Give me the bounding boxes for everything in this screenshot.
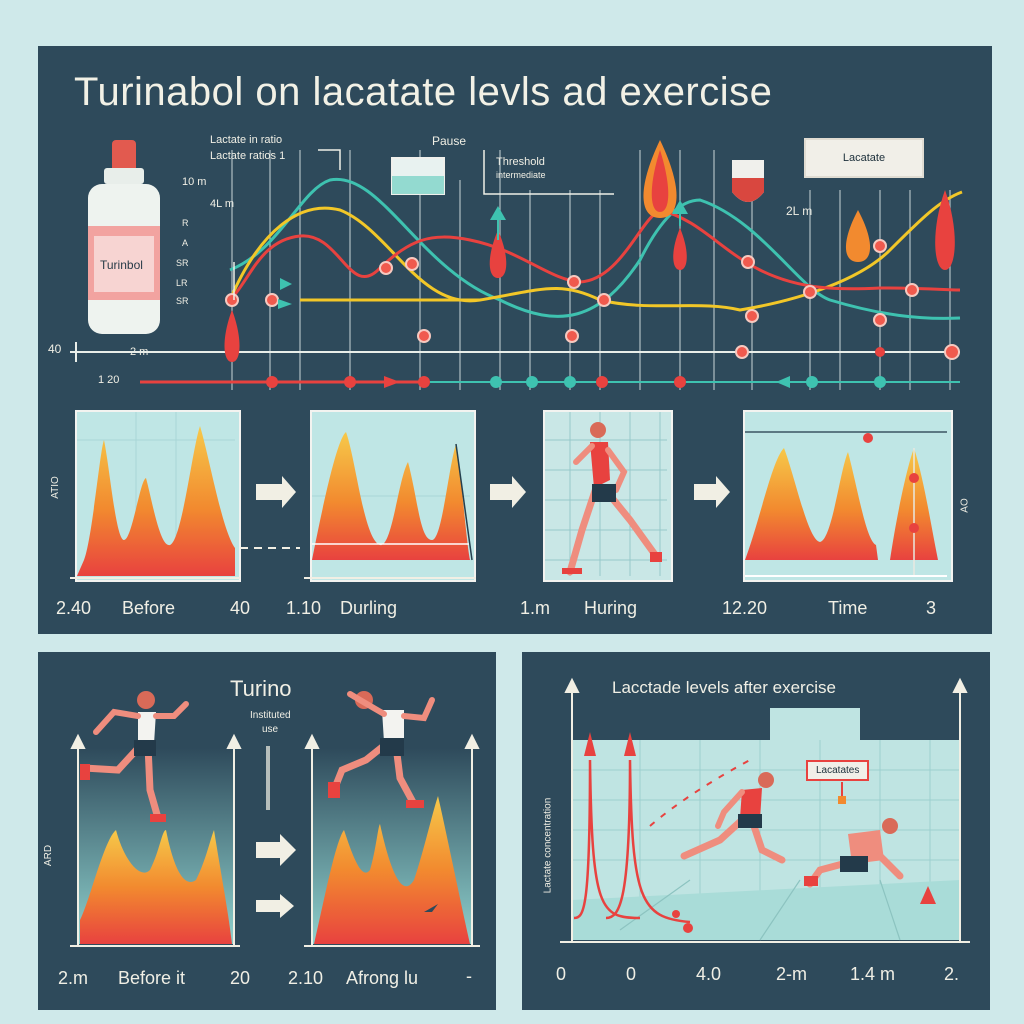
axis-label-6: 2L m [786,204,813,218]
resting-athlete-icon [804,818,904,888]
runner-icon-left [80,691,189,822]
right-xtick-1: 0 [556,964,567,984]
left-bottom-left: 2.m [58,968,89,988]
step-charts [70,412,947,579]
step-huring-label: Huring [584,598,638,618]
left-bottom-label-1: Before it [118,968,186,988]
left-bottom-label-2: Afrong lu [346,968,419,988]
step-time-left: 12.20 [722,598,768,618]
left-panel-title: Turino [230,676,292,701]
step-time-right: 3 [926,598,937,618]
right-xtick-2: 0 [626,964,637,984]
tick-mark-5: SR [176,296,189,306]
tick-mark-3: SR [176,258,189,268]
left-bottom-mid: 20 [230,968,251,988]
lactate-tag: Lacatate [804,138,924,178]
axis-label-2: 4L m [210,198,235,210]
turinabol-bottle [88,140,160,334]
tick-mark-1: R [182,218,189,228]
note-threshold-sub: intermediate [496,170,546,180]
note-lactate-ratio-2: Lactate ratios 1 [210,150,286,162]
step-time-label: Time [828,598,868,618]
step-before-left: 2.40 [56,598,92,618]
runner-icon-chart [680,772,786,864]
note-lactate-ratio: Lactate in ratio [210,134,283,146]
left-panel-sub-1: Instituted [250,710,291,721]
note-threshold: Threshold [496,156,545,168]
axis-label-1: 10 m [182,176,207,188]
lactates-tag: Lacatates [806,760,870,781]
note-pause: Pause [432,134,467,148]
bottle-label: Turinbol [100,258,143,272]
right-xtick-4: 2-m [776,964,807,984]
left-bottom-mid2: 2.10 [288,968,324,988]
runner-icon-right [328,691,435,808]
right-xtick-6: 2. [944,964,960,984]
step-during-label: Durling [340,598,398,618]
axis-label-3: 40 [48,342,62,356]
left-panel-sub-2: use [262,724,279,735]
top-lactate-chart [70,140,963,390]
axis-label-5: 1 20 [98,374,120,386]
step-before-label: Before [122,598,176,618]
right-xtick-3: 4.0 [696,964,722,984]
tick-mark-2: A [182,238,189,248]
step-huring-left: 1.m [520,598,551,618]
right-panel-title: Lacctade levels after exercise [612,678,836,697]
step-during-left: 1.10 [286,598,322,618]
right-xtick-5: 1.4 m [850,964,896,984]
tick-mark-4: LR [176,278,188,288]
page-title: Turinabol on lacatate levls ad exercise [74,70,773,114]
left-bottom-right: - [466,966,472,986]
step-before-right: 40 [230,598,251,618]
runner-icon [562,422,662,576]
